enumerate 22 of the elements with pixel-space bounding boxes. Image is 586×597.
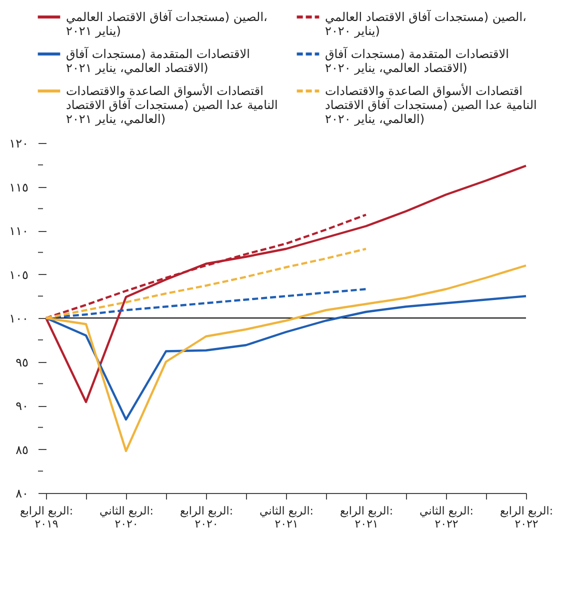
x-tick-label: الربع الرابع: ٢٠٢٠: [180, 504, 234, 530]
y-tick-label: ٨٠: [16, 486, 28, 500]
x-tick-label: الربع الثاني: ٢٠٢٢: [420, 504, 474, 530]
y-tick-label: ١٠٠: [9, 312, 28, 326]
y-tick-label: ٩٥: [16, 355, 28, 370]
legend-label: الصين (مستجدات آفاق الاقتصاد العالمي، يناير ٢٠٢٠): [325, 9, 526, 38]
x-tick-label: الربع الرابع: ٢٠١٩: [20, 504, 74, 530]
y-tick-label: ١٠٥: [9, 268, 28, 282]
x-tick-label: الربع الرابع: ٢٠٢١: [340, 504, 394, 530]
y-tick-label: ١١٠: [9, 224, 28, 238]
legend-label: الاقتصادات المتقدمة (مستجدات آفاق الاقتصاد العالمي، يناير ٢٠٢١): [66, 46, 250, 75]
legend-label: اقتصادات الأسواق الصاعدة والاقتصادات النامية عدا الصين (مستجدات آفاق الاقتصاد العالمي، يناير ٢٠٢١): [66, 83, 278, 126]
legend-label: الصين (مستجدات آفاق الاقتصاد العالمي، يناير ٢٠٢١): [66, 9, 268, 38]
x-tick-label: الربع الثاني: ٢٠٢٠: [100, 504, 154, 530]
legend-label: اقتصادات الأسواق الصاعدة والاقتصادات النامية عدا الصين (مستجدات آفاق الاقتصاد العالمي، يناير ٢٠٢٠): [325, 83, 537, 126]
y-tick-label: ٨٥: [16, 442, 28, 457]
y-tick-label: ١١٥: [9, 180, 28, 194]
legend-label: الاقتصادات المتقدمة (مستجدات آفاق الاقتصاد العالمي، يناير ٢٠٢٠): [325, 46, 509, 75]
x-tick-label: الربع الثاني: ٢٠٢١: [260, 504, 314, 530]
y-tick-label: ٩٠: [16, 399, 28, 413]
x-tick-label: الربع الرابع: ٢٠٢٢: [500, 504, 554, 530]
y-tick-label: ١٢٠: [9, 136, 28, 150]
